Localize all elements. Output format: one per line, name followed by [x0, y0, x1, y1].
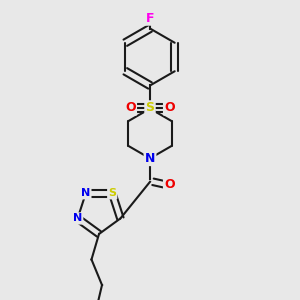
Text: S: S — [146, 101, 154, 115]
Text: N: N — [73, 214, 82, 224]
Text: N: N — [145, 152, 155, 165]
Text: F: F — [146, 11, 154, 25]
Text: O: O — [164, 178, 175, 191]
Text: N: N — [81, 188, 90, 198]
Text: O: O — [125, 101, 136, 115]
Text: S: S — [108, 188, 116, 198]
Text: O: O — [164, 101, 175, 115]
